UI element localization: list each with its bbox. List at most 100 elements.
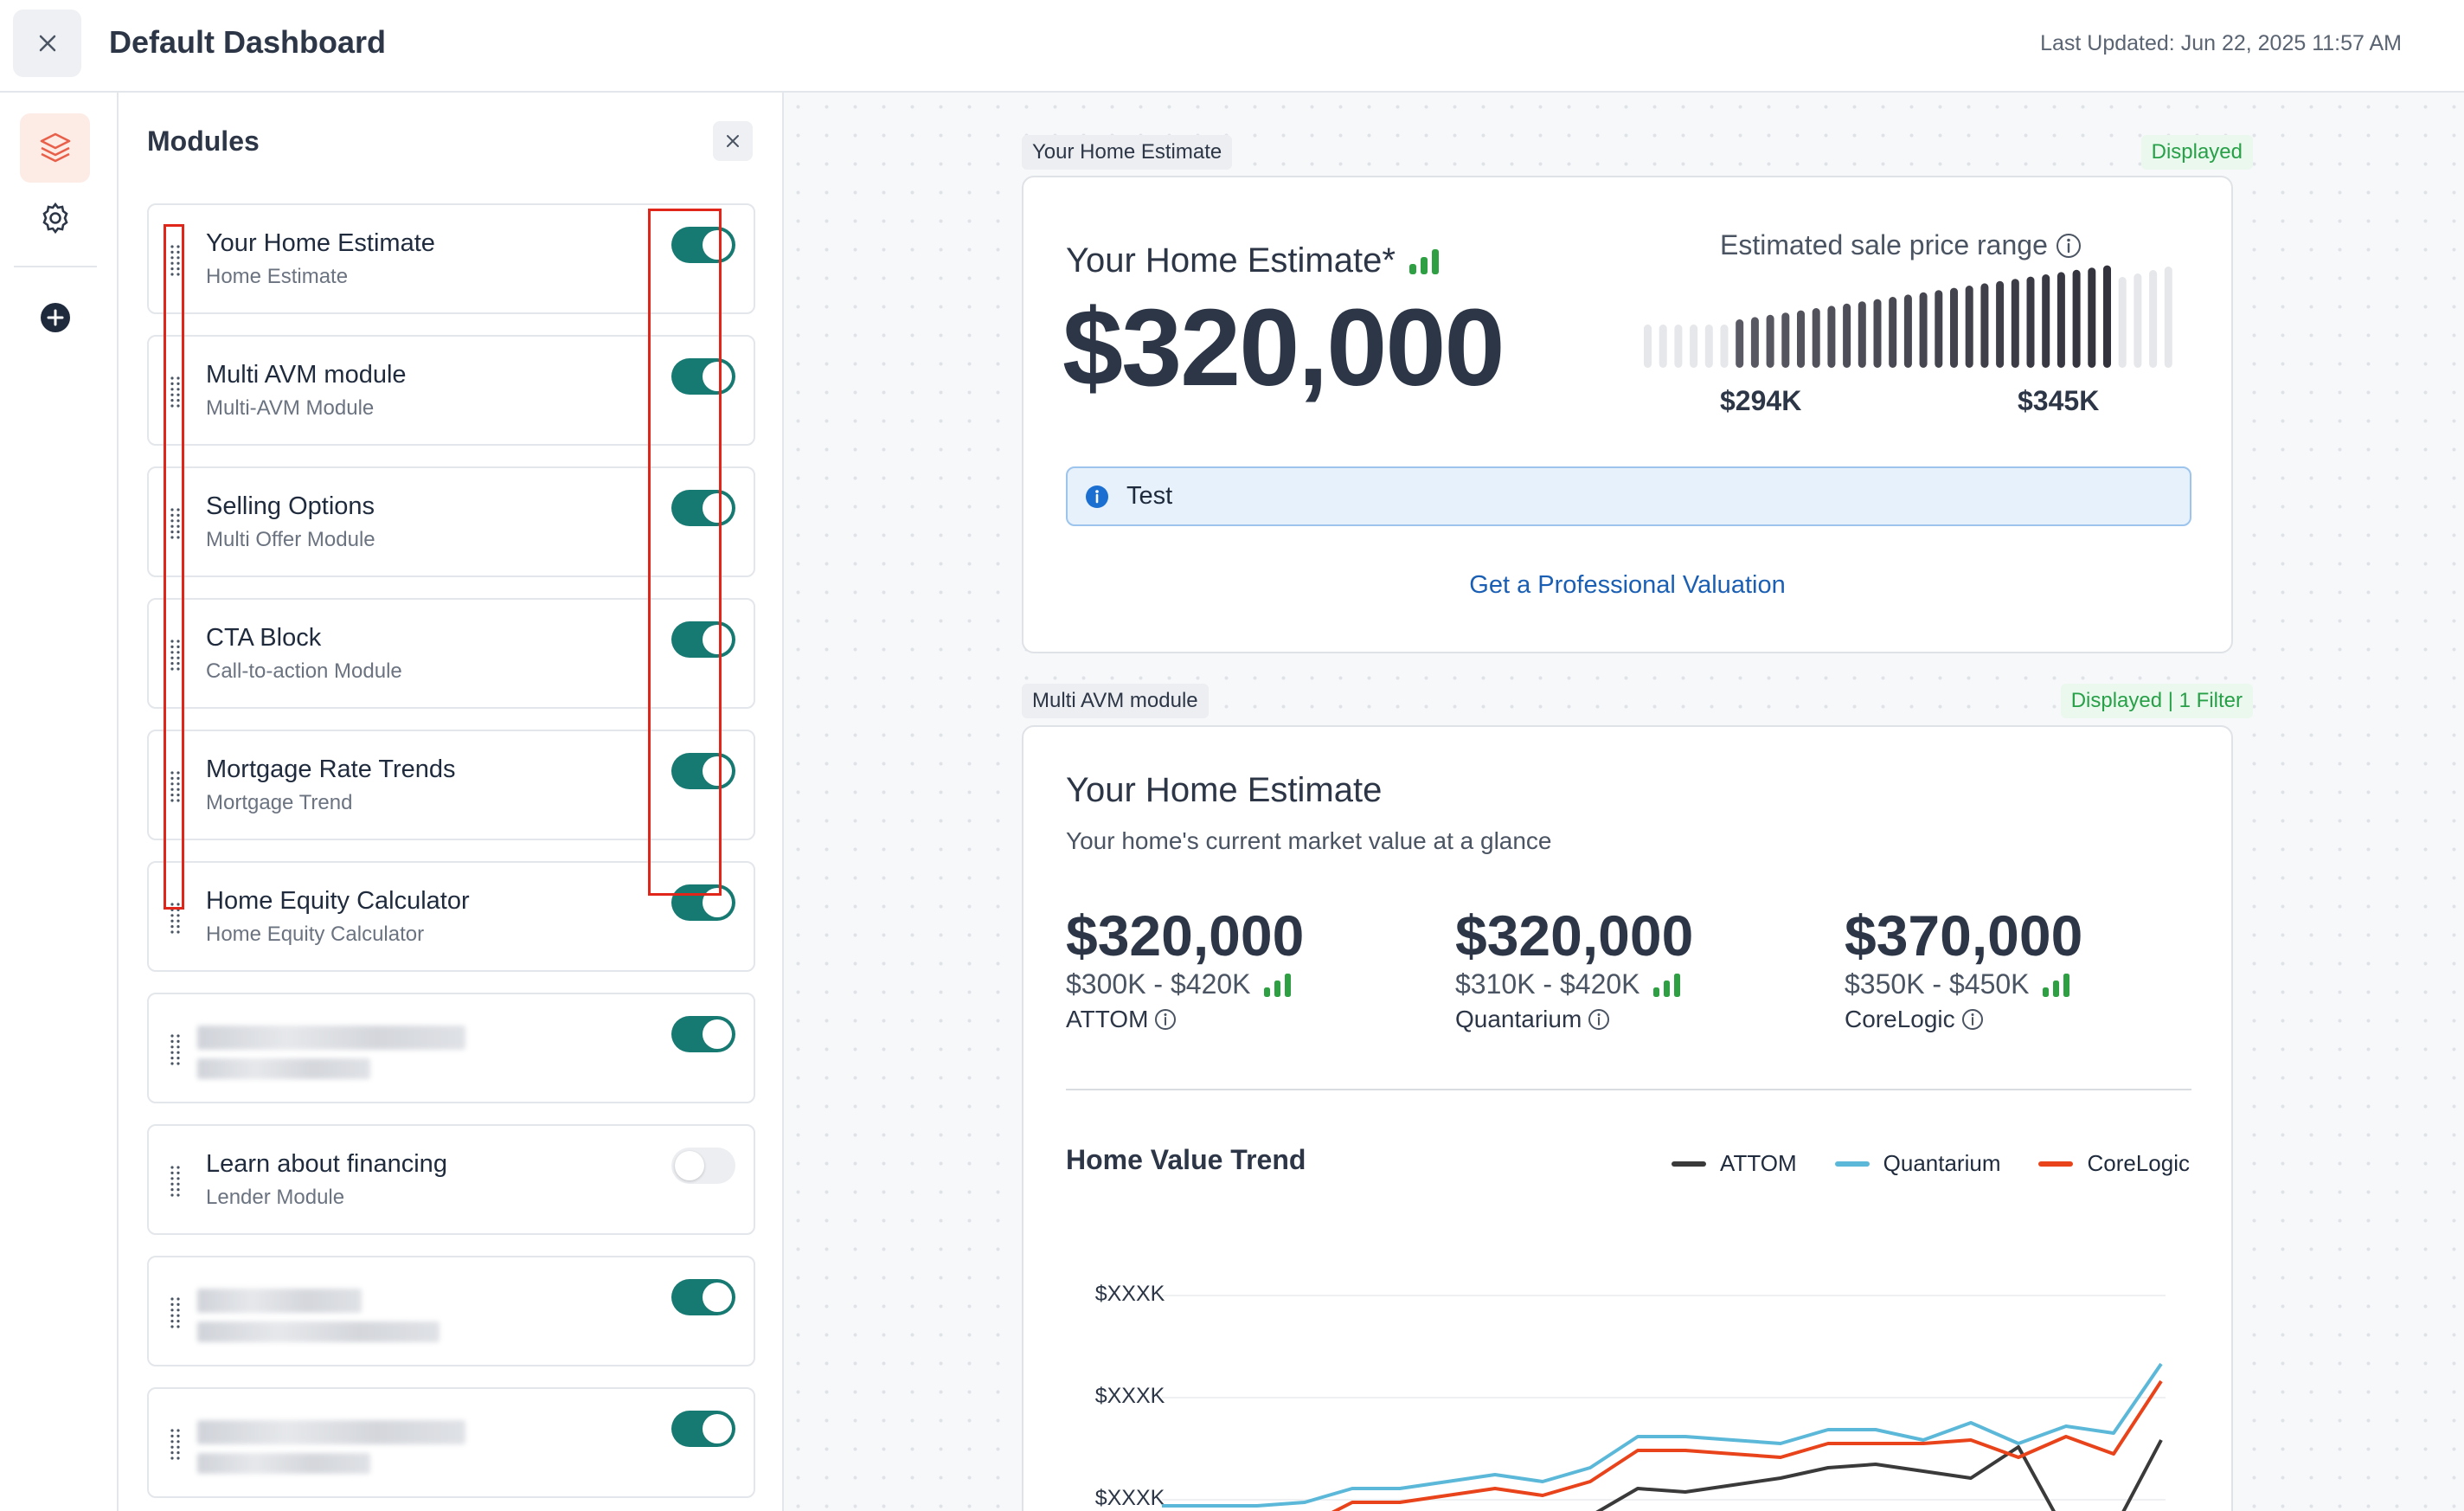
drag-handle-icon[interactable] — [170, 1296, 182, 1330]
drag-handle-icon[interactable] — [170, 769, 182, 804]
drag-handle-icon[interactable] — [170, 375, 182, 409]
range-bar — [1919, 292, 1928, 368]
legend-label: Quantarium — [1883, 1150, 2001, 1176]
provider-name: ATTOM — [1066, 1006, 1149, 1032]
module-toggle[interactable] — [671, 490, 735, 526]
info-icon[interactable] — [1587, 1007, 1611, 1032]
module-toggle[interactable] — [671, 1279, 735, 1315]
chart-legend: ATTOM Quantarium CoreLogic — [1672, 1150, 2190, 1177]
range-bar — [2118, 277, 2127, 368]
module-card[interactable] — [147, 1256, 755, 1366]
module-card[interactable] — [147, 1387, 755, 1498]
module-toggle[interactable] — [671, 358, 735, 395]
provider-name-row: CoreLogic — [1845, 1006, 2082, 1033]
module-card[interactable]: Multi AVM module Multi-AVM Module — [147, 335, 755, 446]
rail-divider — [14, 266, 97, 267]
provider-name-row: ATTOM — [1066, 1006, 1304, 1033]
module-card[interactable]: Home Equity Calculator Home Equity Calcul… — [147, 861, 755, 972]
range-bar — [1659, 325, 1667, 368]
toggle-knob — [703, 230, 732, 260]
info-icon[interactable] — [2055, 232, 2082, 260]
module-toggle[interactable] — [671, 1148, 735, 1184]
page-title: Default Dashboard — [109, 24, 387, 60]
drag-handle-icon[interactable] — [170, 638, 182, 672]
notice-text: Test — [1126, 482, 1173, 510]
legend-item: CoreLogic — [2038, 1150, 2190, 1177]
module-title: Mortgage Rate Trends — [206, 756, 456, 783]
preview-canvas: Your Home Estimate Displayed Your Home E… — [784, 93, 2464, 1511]
range-bar — [1704, 325, 1713, 368]
range-high: $345K — [2018, 385, 2100, 416]
drag-handle-icon[interactable] — [170, 1164, 182, 1199]
drag-handle-icon[interactable] — [170, 901, 182, 936]
module-card[interactable]: Your Home Estimate Home Estimate — [147, 203, 755, 314]
module-tag: Your Home Estimate — [1022, 135, 1233, 170]
multi-avm-card: Your Home Estimate Your home's current m… — [1022, 725, 2233, 1511]
toggle-knob — [703, 362, 732, 391]
close-panel-button[interactable] — [713, 121, 753, 161]
provider-name: CoreLogic — [1845, 1006, 1955, 1032]
add-module-button[interactable] — [20, 283, 90, 352]
provider-range: $300K - $420K — [1066, 968, 1251, 1000]
section-divider — [1066, 1089, 2191, 1090]
redacted-subtitle — [197, 1321, 440, 1342]
toggle-knob — [703, 493, 732, 523]
module-subtitle: Lender Module — [206, 1186, 345, 1209]
module-card[interactable]: Selling Options Multi Offer Module — [147, 466, 755, 577]
signal-strength-icon — [1652, 972, 1684, 998]
range-bar — [2164, 267, 2172, 368]
module-toggle[interactable] — [671, 1016, 735, 1052]
module-title: Your Home Estimate — [206, 229, 435, 257]
info-icon[interactable] — [1960, 1007, 1985, 1032]
close-dashboard-button[interactable] — [13, 10, 81, 77]
legend-swatch — [1834, 1161, 1870, 1167]
drag-handle-icon[interactable] — [170, 1032, 182, 1067]
range-bar — [2057, 272, 2065, 368]
range-bar — [1644, 325, 1652, 368]
range-bar — [2149, 270, 2158, 368]
module-toggle[interactable] — [671, 621, 735, 658]
avm-heading: Your Home Estimate — [1066, 771, 1383, 809]
redacted-subtitle — [197, 1453, 370, 1474]
range-bar — [1950, 287, 1958, 368]
settings-button[interactable] — [20, 183, 90, 253]
left-rail — [0, 93, 119, 1511]
toggle-knob — [703, 625, 732, 654]
range-bar — [2042, 274, 2050, 368]
provider-value: $370,000 — [1845, 903, 2083, 968]
info-icon[interactable] — [1153, 1007, 1177, 1032]
provider-estimate: $320,000 $310K - $420K Quantarium — [1455, 904, 1693, 1033]
drag-handle-icon[interactable] — [170, 506, 182, 541]
legend-label: ATTOM — [1720, 1150, 1797, 1176]
provider-range: $310K - $420K — [1455, 968, 1640, 1000]
module-card[interactable] — [147, 993, 755, 1103]
estimate-heading-row: Your Home Estimate* — [1066, 241, 1442, 280]
layers-button[interactable] — [20, 113, 90, 183]
module-title: Multi AVM module — [206, 361, 407, 389]
legend-swatch — [2038, 1161, 2074, 1167]
plus-circle-icon — [40, 303, 70, 332]
provider-estimate: $370,000 $350K - $450K CoreLogic — [1845, 904, 2082, 1033]
range-bar — [1873, 299, 1882, 368]
module-card[interactable]: CTA Block Call-to-action Module — [147, 598, 755, 709]
module-toggle[interactable] — [671, 1411, 735, 1447]
range-bar — [1812, 308, 1820, 368]
redacted-title — [197, 1420, 465, 1444]
range-bar — [1674, 325, 1683, 368]
range-bar — [1690, 325, 1698, 368]
close-icon — [727, 135, 739, 147]
toggle-knob — [703, 1414, 732, 1443]
toggle-knob — [675, 1151, 704, 1180]
module-card[interactable]: Learn about financing Lender Module — [147, 1124, 755, 1235]
professional-valuation-link[interactable]: Get a Professional Valuation — [1469, 571, 1786, 599]
module-toggle[interactable] — [671, 227, 735, 263]
range-bar — [2088, 267, 2096, 368]
drag-handle-icon[interactable] — [170, 243, 182, 278]
status-badge: Displayed | 1 Filter — [2060, 684, 2253, 718]
last-updated-text: Last Updated: Jun 22, 2025 11:57 AM — [2040, 31, 2402, 55]
module-toggle[interactable] — [671, 884, 735, 921]
module-card[interactable]: Mortgage Rate Trends Mortgage Trend — [147, 730, 755, 840]
redacted-title — [197, 1289, 362, 1313]
module-toggle[interactable] — [671, 753, 735, 789]
drag-handle-icon[interactable] — [170, 1427, 182, 1462]
